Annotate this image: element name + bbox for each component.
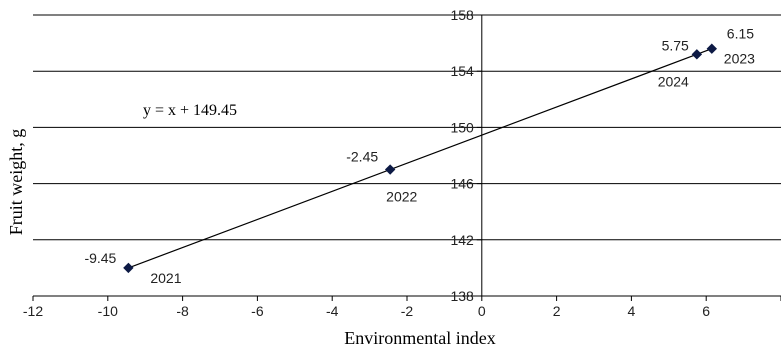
x-tick-label: -4 (326, 303, 339, 319)
trendline (128, 48, 713, 269)
data-point-2023 (706, 43, 718, 54)
y-axis-title: Fruit weight, g (6, 129, 26, 236)
point-year-label: 2024 (658, 73, 689, 89)
data-points (123, 43, 718, 274)
x-axis-title: Environmental index (344, 328, 495, 348)
x-tick-label: -8 (176, 303, 189, 319)
point-value-label: -2.45 (346, 149, 378, 165)
y-tick-label: 146 (450, 176, 474, 192)
y-tick-label: 150 (450, 119, 474, 135)
x-tick-label: -2 (401, 303, 414, 319)
y-tick-label: 158 (450, 7, 474, 23)
point-labels: -9.45 2021 -2.45 2022 6.15 2023 5.75 2024 (84, 26, 755, 286)
x-tick-label: -6 (251, 303, 264, 319)
point-year-label: 2023 (724, 51, 755, 67)
equation-label: y = x + 149.45 (143, 102, 237, 119)
point-value-label: 6.15 (727, 26, 754, 42)
y-tick-labels: 138 142 146 150 154 158 (450, 7, 482, 304)
y-tick-label: 138 (450, 288, 474, 304)
data-point-2022 (384, 164, 396, 175)
data-point-2021 (123, 262, 134, 274)
y-tick-label: 154 (450, 63, 474, 79)
point-year-label: 2022 (386, 189, 417, 205)
x-tick-label: -10 (98, 303, 118, 319)
x-tick-labels: -12-10-8-6-4-202468 (23, 296, 781, 319)
point-year-label: 2021 (150, 270, 181, 286)
point-value-label: -9.45 (84, 250, 116, 266)
x-tick-label: -12 (23, 303, 43, 319)
x-tick-label: 2 (553, 303, 561, 319)
y-tick-label: 142 (450, 232, 474, 248)
point-value-label: 5.75 (662, 37, 689, 53)
x-tick-label: 0 (478, 303, 486, 319)
x-tick-label: 4 (628, 303, 636, 319)
x-tick-label: 6 (702, 303, 710, 319)
gridlines (33, 14, 781, 241)
data-point-2024 (691, 49, 703, 60)
axes (33, 15, 781, 297)
